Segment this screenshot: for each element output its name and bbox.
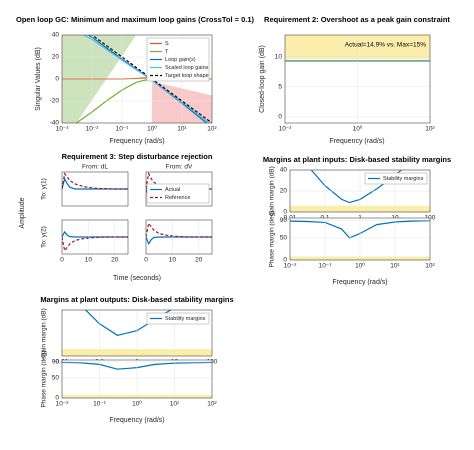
x-tick-label: 10¹: [177, 126, 187, 133]
y-tick-label: 40: [52, 32, 60, 39]
x-tick-label: 0: [144, 257, 148, 264]
y-tick-label: 20: [52, 54, 60, 61]
axes-y-label: To: y(2): [41, 226, 48, 248]
axes-y-label: Gain margin (dB): [269, 166, 276, 216]
series-line: [310, 170, 403, 204]
x-tick-label: 10¹: [170, 401, 180, 408]
x-tick-label: 10⁻²: [56, 401, 70, 408]
legend-label: T: [165, 49, 169, 55]
x-tick-label: 10: [169, 257, 177, 264]
y-tick-label: 0: [283, 209, 287, 216]
axes-box: [145, 219, 213, 255]
series-line: [62, 230, 128, 238]
x-tick-label: 10²: [425, 126, 435, 133]
axes-title: From: dV: [166, 164, 193, 171]
x-tick-label: 10⁻¹: [93, 401, 107, 408]
x-tick-label: 10⁻²: [284, 263, 298, 270]
x-tick-label: 10⁰: [355, 262, 365, 270]
axes-box: [289, 169, 431, 213]
x-axis-label: Time (seconds): [113, 275, 161, 282]
legend-label: Reference: [165, 195, 190, 201]
x-tick-label: 10⁰: [147, 125, 157, 133]
axes-box: [61, 359, 213, 399]
x-axis-label: Frequency (rad/s): [332, 279, 387, 286]
y-tick-label: 90: [52, 359, 60, 366]
y-tick-label: 0: [55, 76, 59, 83]
x-tick-label: 10⁻¹: [116, 126, 130, 133]
axes-box: [61, 171, 129, 207]
x-tick-label: 10²: [207, 126, 217, 133]
axes-box: [61, 34, 213, 124]
plot-area: [62, 230, 128, 253]
annotation: Actual=14.9% vs. Max=15%: [345, 42, 427, 49]
plot-area: [146, 221, 212, 246]
y-axis-label: Singular Values (dB): [35, 47, 42, 111]
axes-title: From: dL: [82, 164, 108, 171]
legend-box: [146, 312, 210, 325]
legend-box: [364, 172, 428, 185]
x-axis-label: Frequency (rad/s): [109, 138, 164, 145]
chart-title: Requirement 2: Overshoot as a peak gain …: [264, 15, 450, 24]
legend-label: S: [165, 41, 169, 47]
y-tick-label: 50: [52, 375, 60, 382]
x-tick-label: 10⁻³: [56, 126, 70, 133]
x-tick-label: 10²: [425, 263, 435, 270]
chart-title: Open loop GC: Minimum and maximum loop g…: [16, 15, 255, 24]
y-tick-label: -40: [50, 120, 60, 127]
x-tick-label: 0: [60, 257, 64, 264]
x-tick-label: 20: [195, 257, 203, 264]
chart-title: Requirement 3: Step disturbance rejectio…: [62, 152, 213, 161]
y-axis-label: Amplitude: [19, 197, 26, 228]
y-tick-label: 0: [55, 395, 59, 402]
x-tick-label: 10⁻²: [86, 126, 100, 133]
series-line: [146, 221, 212, 238]
axes-box: [145, 171, 213, 207]
series-line: [90, 35, 212, 123]
y-tick-label: 0: [283, 257, 287, 264]
legend-box: [146, 183, 210, 204]
x-tick-label: 10¹: [390, 263, 400, 270]
legend-label: Target loop shape: [165, 73, 209, 79]
legend-label: Loop gain(s): [165, 57, 196, 63]
series-line: [82, 35, 211, 123]
series-line: [62, 236, 128, 253]
y-tick-label: -20: [50, 98, 60, 105]
x-tick-label: 10⁻²: [279, 126, 293, 133]
legend-label: Stability margins: [383, 176, 424, 182]
axes-y-label: Phase margin (deg): [41, 350, 48, 407]
plot-area: [62, 172, 128, 190]
x-axis-label: Frequency (rad/s): [329, 138, 384, 145]
x-tick-label: 10: [85, 257, 93, 264]
y-tick-label: 10: [275, 53, 283, 60]
axes-y-label: Phase margin (deg): [269, 210, 276, 267]
legend-label: Actual: [165, 187, 180, 193]
y-tick-label: 20: [280, 188, 288, 195]
x-tick-label: 20: [111, 257, 119, 264]
x-tick-label: 10⁰: [353, 125, 363, 133]
y-tick-label: 5: [278, 84, 282, 91]
chart-title: Margins at plant inputs: Disk-based stab…: [263, 155, 451, 164]
y-tick-label: 40: [280, 167, 288, 174]
legend-label: Scaled loop gains: [165, 65, 209, 71]
legend-label: Stability margins: [165, 316, 206, 322]
y-tick-label: 90: [280, 217, 288, 224]
x-tick-label: 10⁰: [132, 400, 142, 408]
y-tick-label: 0: [278, 114, 282, 121]
axes-box: [61, 219, 129, 255]
series-line: [146, 236, 212, 246]
y-tick-label: 50: [280, 235, 288, 242]
x-tick-label: 10²: [207, 401, 217, 408]
chart-title: Margins at plant outputs: Disk-based sta…: [40, 295, 233, 304]
series-line: [290, 220, 430, 239]
axes-y-label: To: y(1): [41, 178, 48, 200]
axes-y-label: Gain margin (dB): [41, 308, 48, 358]
x-tick-label: 10⁻¹: [319, 263, 333, 270]
axes-box: [61, 309, 213, 357]
series-line: [62, 172, 128, 190]
y-axis-label: Closed-loop gain (dB): [259, 45, 266, 113]
axes-box: [289, 217, 431, 261]
axes-box: [284, 34, 431, 124]
x-axis-label: Frequency (rad/s): [109, 417, 164, 424]
